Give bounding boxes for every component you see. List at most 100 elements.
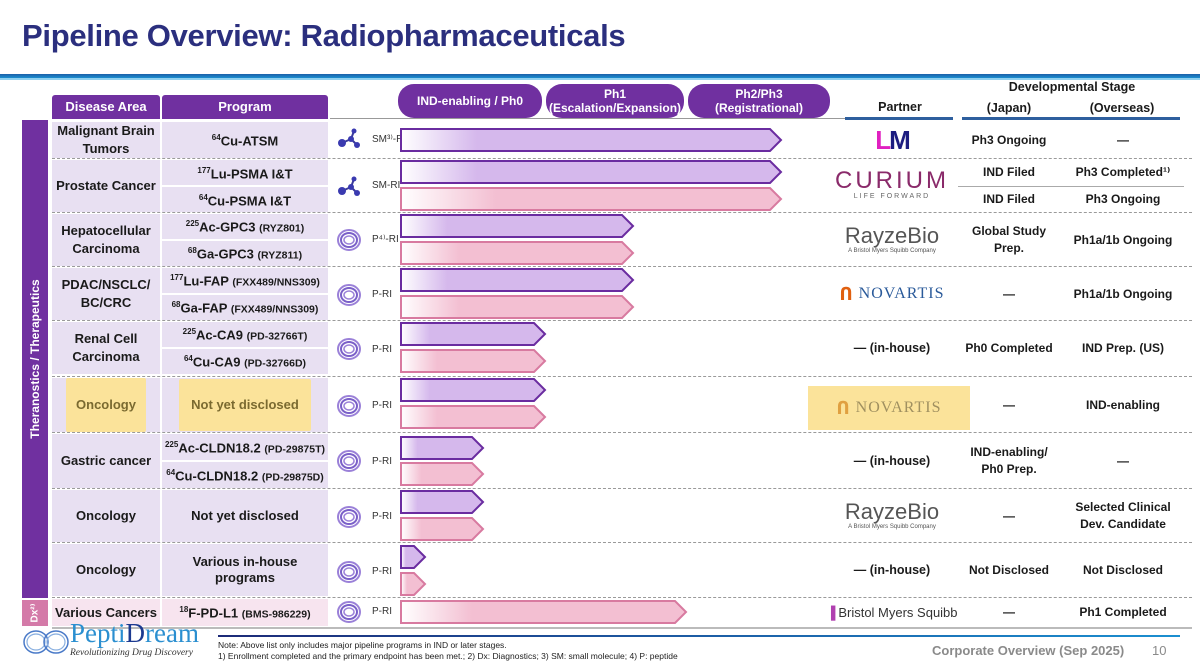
phase-header-ph23: Ph2/Ph3 (Registrational) [688,84,830,118]
pipeline-bar-diagnostic [400,405,550,429]
partner-logo-rayzebio: RayzeBio A Bristol Myers Squibb Company [844,499,940,531]
stage-japan: Ph0 Completed [965,340,1053,355]
phase-header-ph1: Ph1 (Escalation/Expansion) [546,84,684,118]
peptide-ring-icon [336,505,362,534]
stage-overseas: Ph3 Ongoing [1085,192,1161,206]
partner-logo-curium: CURIUM LIFE FORWARD [835,167,949,201]
stage-overseas: — [1117,132,1129,147]
peptide-ring-icon [336,228,362,257]
molecule-icon [336,176,366,203]
disease-area-cell: Oncology [52,378,160,432]
header-japan: (Japan) [986,101,1032,115]
partner-logo-bms: ▐ Bristol Myers Squibb [826,604,958,620]
partner-in-house: — (in-house) [853,563,931,577]
disease-area-cell: Oncology [52,544,160,596]
pipeline-bar-diagnostic [400,187,785,211]
table-bottom-border [52,627,1192,629]
infinity-logo-icon [23,630,69,654]
pipeline-bar-diagnostic [400,241,640,265]
therapeutics-label: Theranostics / Therapeutics [22,120,48,598]
row-separator [52,320,1192,321]
row-separator [52,432,1192,433]
peptide-ring-icon [336,394,362,423]
pipeline-bar-diagnostic [400,572,430,596]
row-separator [52,376,1192,377]
program-cell: 64Cu-ATSM [162,122,328,158]
row-separator [52,542,1192,543]
stage-japan: Ph3 Ongoing [971,132,1047,147]
stage-japan: IND Filed [982,165,1035,179]
partner-logo-lm: LM [875,125,911,155]
pipeline-bar-diagnostic [400,349,550,373]
modality-label: P-RI [372,456,392,467]
modality-label: P-RI [372,511,392,522]
stage-overseas: Ph1 Completed [1079,605,1167,619]
partner-logo-novartis-highlighted: Ո NOVARTIS [808,386,970,430]
partner-logo-rayzebio: RayzeBio A Bristol Myers Squibb Company [844,223,940,255]
pipeline-bar-therapeutic [400,490,490,514]
stage-japan: — [1003,286,1015,301]
partner-underline [845,117,953,120]
stage-overseas: — [1117,453,1129,468]
disease-area-cell: Prostate Cancer [52,160,160,212]
stage-japan: IND Filed [982,192,1035,206]
stage-japan: — [1003,605,1015,619]
stage-japan: Global Study Prep. [971,224,1046,255]
partner-logo-novartis: Ո NOVARTIS [839,284,945,304]
peptide-ring-icon [336,449,362,478]
footnote: Note: Above list only includes major pip… [218,640,678,661]
disease-area-cell: Oncology [52,490,160,542]
pipeline-bar-therapeutic [400,214,640,238]
disease-area-cell: Hepatocellular Carcinoma [52,214,160,266]
peptidream-logo: PeptiDream Revolutionizing Drug Discover… [22,618,199,665]
peptide-ring-icon [336,283,362,312]
pipeline-bar-therapeutic [400,322,550,346]
stage-japan: Not Disclosed [968,562,1049,577]
partner-in-house: — (in-house) [853,341,931,355]
pipeline-bar-therapeutic [400,436,490,460]
program-cell: 225Ac-CLDN18.2 (PD-29875T) [162,434,328,460]
modality-label: P-RI [372,606,392,617]
program-cell: Not yet disclosed [162,378,328,432]
modality-label: P-RI [372,344,392,355]
row-separator [52,488,1192,489]
program-cell: 225Ac-GPC3 (RYZ801) [162,214,328,239]
peptide-ring-icon [336,337,362,366]
stage-overseas: Not Disclosed [1082,562,1163,577]
molecule-icon [336,128,366,155]
dev-stage-underline [962,117,1180,120]
disease-area-cell: Gastric cancer [52,434,160,488]
corporate-overview-label: Corporate Overview (Sep 2025) [932,643,1125,658]
program-cell: 64Cu-CLDN18.2 (PD-29875D) [162,462,328,488]
header-partner: Partner [878,100,922,114]
row-separator [52,597,1192,598]
modality-label: P-RI [372,400,392,411]
dx-label: Dx²⁾ [22,600,48,626]
page-title: Pipeline Overview: Radiopharmaceuticals [22,18,626,53]
footer-line [218,635,1180,637]
program-cell: 177Lu-PSMA I&T [162,160,328,185]
program-cell: 64Cu-PSMA I&T [162,187,328,212]
row-separator [52,158,1192,159]
modality-label: P-RI [372,289,392,300]
stage-japan: — [1003,397,1015,412]
stage-overseas: Selected Clinical Dev. Candidate [1075,500,1171,531]
program-cell: 225Ac-CA9 (PD-32766T) [162,322,328,347]
program-cell: 64Cu-CA9 (PD-32766D) [162,349,328,374]
pipeline-bar-therapeutic [400,128,785,152]
disease-area-cell: Various Cancers [52,599,160,626]
pipeline-bar-therapeutic [400,160,785,184]
program-cell: Various in-house programs [162,544,328,596]
pipeline-bar-diagnostic [400,517,490,541]
page-number: 10 [1152,643,1167,658]
modality-label: P-RI [372,566,392,577]
stage-overseas: IND Prep. (US) [1081,340,1164,355]
pipeline-bar-diagnostic [400,600,690,624]
stage-japan: IND-enabling/ Ph0 Prep. [970,445,1048,476]
pipeline-bar-therapeutic [400,268,640,292]
header-program: Program [162,95,328,119]
row-separator [52,212,1192,213]
modality-label: P⁴⁾-RI [372,234,399,245]
modality-label: SM-RI [372,180,401,191]
row-subdivider [958,186,1184,187]
